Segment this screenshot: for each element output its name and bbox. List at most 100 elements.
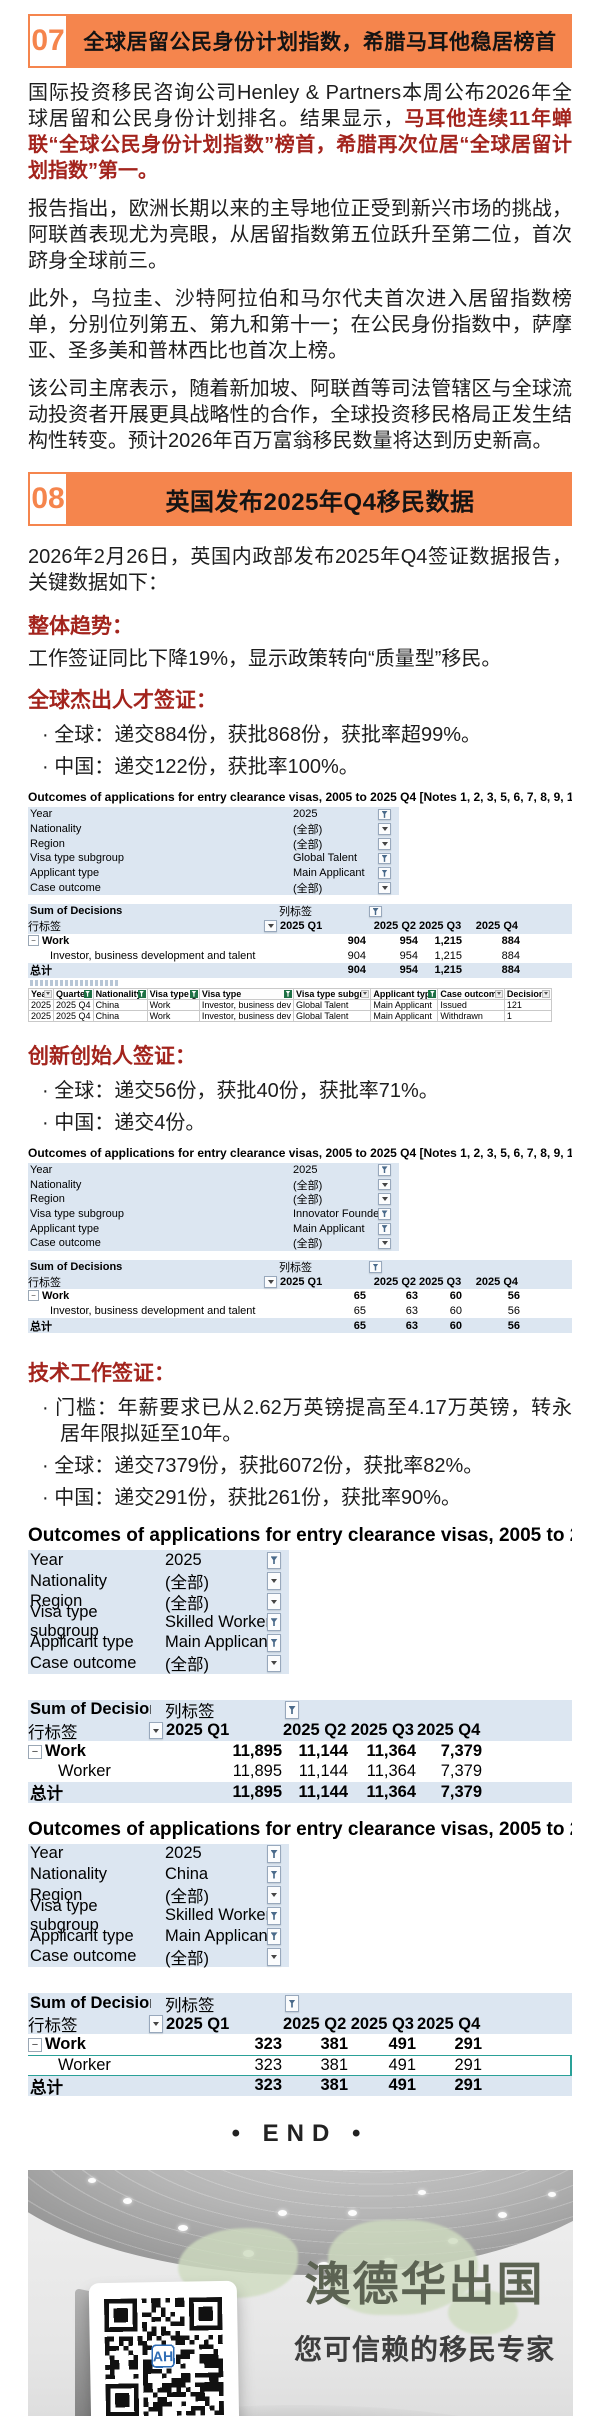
pivot-measure-row: Sum of Decisions 列标签: [28, 1259, 572, 1275]
filter-field-label: Visa type subgroup: [30, 1603, 99, 1641]
quarter-header: 2025 Q4: [475, 920, 518, 933]
collapse-icon[interactable]: −: [28, 1744, 42, 1759]
dropdown-arrow-icon: [267, 924, 274, 929]
cube-front: AH: [88, 2280, 239, 2416]
filter-button[interactable]: [378, 808, 391, 821]
collapse-icon[interactable]: −: [28, 2038, 42, 2053]
column-filter-button[interactable]: [285, 1701, 299, 1719]
filter-button[interactable]: [267, 1634, 281, 1652]
filter-field-value: China: [165, 1865, 209, 1884]
applied-filter-button[interactable]: [83, 989, 92, 998]
qr-code[interactable]: AH: [103, 2297, 224, 2416]
filter-button[interactable]: [378, 1208, 391, 1220]
column-filter-button[interactable]: [369, 1261, 382, 1273]
filter-button[interactable]: [267, 1592, 281, 1611]
detail-column-header: Visa type g: [146, 987, 200, 1000]
filter-button[interactable]: [378, 881, 391, 894]
pivot-value: 56: [507, 1305, 520, 1318]
detail-cell: 2025: [27, 1009, 55, 1022]
detail-column-header: Visa type subgro: [292, 987, 372, 1000]
applied-filter-button[interactable]: [428, 989, 437, 998]
detail-cell: 121: [503, 998, 553, 1011]
dropdown-filter-button[interactable]: [542, 989, 551, 998]
row-label-dropdown[interactable]: [149, 1721, 163, 1740]
filter-row: Visa type subgroup Innovator Founder: [28, 1206, 399, 1222]
section-08-number: 08: [28, 472, 68, 526]
filter-field-label: Applicant type: [30, 1633, 134, 1652]
filter-button[interactable]: [267, 1551, 281, 1570]
filter-field-label: Region: [30, 1592, 83, 1611]
filter-field-value: 2025: [293, 1163, 318, 1176]
filter-button[interactable]: [267, 1906, 281, 1925]
applied-filter-button[interactable]: [137, 989, 146, 998]
pivot-data-row: 总计 323 381 491 291: [28, 2075, 572, 2097]
filter-button[interactable]: [378, 1164, 391, 1176]
brand-tagline: 您可信赖的移民专家: [293, 2334, 555, 2366]
filter-button[interactable]: [267, 1865, 281, 1884]
filter-row: Visa type subgroup Global Talent: [28, 851, 399, 866]
filter-button[interactable]: [378, 1193, 391, 1206]
filter-funnel-icon: [381, 1225, 388, 1233]
filter-row: Year 2025: [28, 807, 399, 822]
filter-button[interactable]: [378, 852, 391, 865]
collapse-icon[interactable]: −: [28, 1290, 39, 1302]
filter-button[interactable]: [267, 1845, 281, 1863]
row-label-dropdown[interactable]: [149, 2015, 163, 2033]
dropdown-filter-button[interactable]: [361, 989, 370, 998]
filter-button[interactable]: [267, 1572, 281, 1590]
row-label-dropdown[interactable]: [264, 1275, 277, 1288]
filter-button[interactable]: [378, 1237, 391, 1250]
pivot-row-header: Investor, business development and talen…: [50, 1305, 256, 1318]
pivot-value: 60: [449, 1290, 462, 1303]
filter-button[interactable]: [267, 1654, 281, 1673]
filter-field-value: (全部): [293, 824, 323, 837]
ceiling-light: [497, 2212, 507, 2219]
column-filter-button[interactable]: [369, 905, 382, 918]
applied-filter-button[interactable]: [189, 989, 198, 998]
paragraph-newcomers: 此外，乌拉圭、沙特阿拉伯和马尔代夫首次进入居留指数榜单，分别位列第五、第九和第十…: [28, 288, 572, 362]
pivot-column-labels: 列标签: [165, 1702, 215, 1721]
row-label-dropdown[interactable]: [264, 920, 277, 932]
dropdown-arrow-icon: [271, 1661, 277, 1666]
dropdown-arrow-icon: [381, 827, 388, 832]
quarter-header: 2025 Q1: [166, 1721, 230, 1740]
filter-button[interactable]: [378, 1178, 391, 1191]
filter-funnel-icon: [381, 869, 388, 877]
filter-button[interactable]: [267, 1948, 281, 1966]
quarter-header: 2025 Q2: [283, 2014, 347, 2033]
section-08-header: 08 英国发布2025年Q4移民数据: [28, 472, 572, 526]
column-filter-button[interactable]: [285, 1994, 299, 2013]
ceiling-light: [417, 2190, 426, 2196]
collapse-icon[interactable]: −: [28, 934, 39, 946]
dropdown-filter-button[interactable]: [494, 989, 503, 998]
pivot-value: 884: [501, 949, 520, 962]
filter-button[interactable]: [378, 867, 391, 879]
filter-field-value: (全部): [293, 882, 323, 895]
filter-button[interactable]: [267, 1886, 281, 1904]
detail-cell: Global Talent: [292, 998, 372, 1011]
detail-table: Year Quarter Nationality Visa type g Visa ty…: [27, 987, 553, 1022]
pivot-row-header: 总计: [30, 965, 52, 978]
filter-button[interactable]: [378, 1222, 391, 1235]
section-07-number: 07: [28, 14, 68, 68]
pivot-measure-row: Sum of Decisions 列标签: [28, 1699, 572, 1721]
truncated-text-artifact: [30, 979, 118, 986]
filter-button[interactable]: [378, 823, 391, 835]
detail-column-header: Visa type: [198, 987, 294, 1000]
pivot-title: Outcomes of applications for entry clear…: [28, 1818, 572, 1840]
applied-filter-button[interactable]: [283, 989, 292, 998]
group-label: Work: [42, 934, 70, 947]
pivot-value: 904: [347, 949, 366, 962]
quarter-header: 2025 Q2: [373, 920, 416, 933]
filter-field-value: 2025: [165, 1844, 202, 1863]
svg-text:AH: AH: [152, 2349, 173, 2365]
filter-field-value: (全部): [293, 1194, 323, 1207]
filter-row: Region (全部): [28, 836, 399, 852]
detail-cell: Issued: [437, 998, 505, 1011]
filter-field-value: Innovator Founder: [293, 1207, 383, 1220]
filter-button[interactable]: [267, 1927, 281, 1946]
detail-cell: Main Applicant: [370, 998, 439, 1011]
filter-button[interactable]: [267, 1613, 281, 1631]
dropdown-filter-button[interactable]: [44, 989, 53, 998]
filter-button[interactable]: [378, 837, 391, 850]
